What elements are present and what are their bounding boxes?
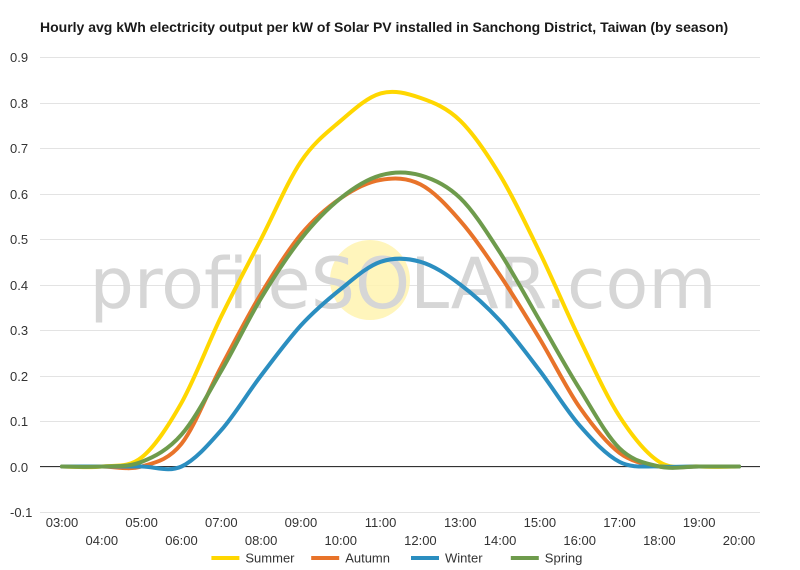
- y-tick-label: 0.4: [10, 278, 28, 293]
- x-tick-label: 10:00: [324, 533, 357, 548]
- y-tick-label: 0.1: [10, 414, 28, 429]
- legend-label-spring: Spring: [545, 551, 583, 566]
- x-tick-label: 08:00: [245, 533, 278, 548]
- y-tick-label: -0.1: [10, 505, 32, 520]
- gridlines: [40, 57, 760, 513]
- x-tick-label: 12:00: [404, 533, 437, 548]
- x-tick-label: 03:00: [46, 515, 79, 530]
- y-tick-label: 0.6: [10, 187, 28, 202]
- x-tick-label: 04:00: [86, 533, 119, 548]
- series-line-autumn: [60, 176, 741, 471]
- x-tick-label: 13:00: [444, 515, 477, 530]
- x-tick-label: 06:00: [165, 533, 198, 548]
- watermark: profileSOLAR.com: [89, 240, 717, 325]
- y-tick-label: 0.9: [10, 50, 28, 65]
- series-line-winter: [60, 256, 741, 472]
- y-tick-label: 0.7: [10, 141, 28, 156]
- x-tick-label: 07:00: [205, 515, 238, 530]
- legend-label-summer: Summer: [245, 551, 295, 566]
- y-tick-label: 0.2: [10, 369, 28, 384]
- y-tick-label: 0.0: [10, 460, 28, 475]
- series-lines: [60, 89, 741, 472]
- chart-title: Hourly avg kWh electricity output per kW…: [40, 19, 729, 35]
- x-tick-label: 20:00: [723, 533, 756, 548]
- x-tick-label: 16:00: [563, 533, 596, 548]
- series-line-spring: [60, 170, 741, 470]
- x-tick-label: 19:00: [683, 515, 716, 530]
- series-line-summer: [60, 89, 741, 470]
- x-tick-label: 11:00: [365, 515, 397, 530]
- x-tick-label: 14:00: [484, 533, 517, 548]
- y-axis-labels: -0.1 0.0 0.1 0.2 0.3 0.4 0.5 0.6 0.7 0.8 0.9: [10, 50, 32, 520]
- watermark-text: profileSOLAR.com: [89, 243, 716, 325]
- x-tick-label: 09:00: [285, 515, 318, 530]
- x-tick-label: 05:00: [125, 515, 158, 530]
- y-tick-label: 0.8: [10, 96, 28, 111]
- x-axis-labels: 03:00 04:00 05:00 06:00 07:00 08:00 09:00 10:00…: [46, 515, 756, 548]
- legend-label-winter: Winter: [445, 551, 483, 566]
- y-tick-label: 0.5: [10, 232, 28, 247]
- legend-label-autumn: Autumn: [345, 551, 390, 566]
- x-tick-label: 17:00: [603, 515, 636, 530]
- legend: Summer Autumn Winter Spring: [211, 551, 582, 566]
- y-tick-label: 0.3: [10, 323, 28, 338]
- x-tick-label: 18:00: [643, 533, 676, 548]
- x-tick-label: 15:00: [524, 515, 557, 530]
